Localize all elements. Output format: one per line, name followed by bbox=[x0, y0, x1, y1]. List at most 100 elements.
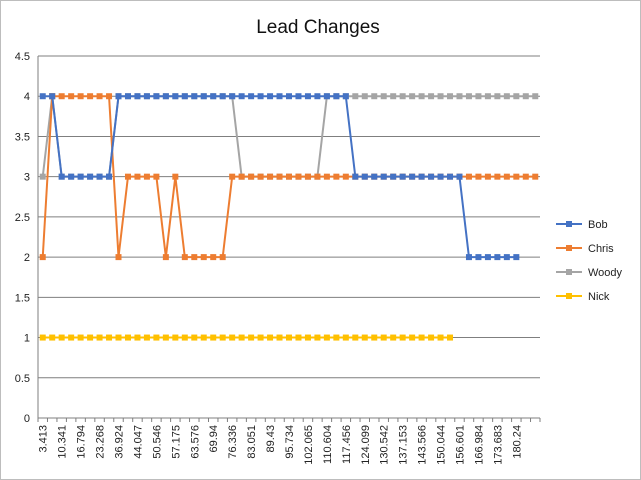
data-point bbox=[210, 93, 217, 100]
data-point bbox=[494, 173, 501, 180]
data-point bbox=[87, 334, 94, 341]
y-tick-label: 0.5 bbox=[15, 373, 30, 385]
data-point bbox=[39, 173, 46, 180]
x-tick-label: 63.576 bbox=[189, 425, 201, 459]
y-tick-label: 2.5 bbox=[15, 212, 30, 224]
data-point bbox=[124, 93, 131, 100]
data-point bbox=[276, 93, 283, 100]
data-point bbox=[191, 93, 198, 100]
chart-title: Lead Changes bbox=[256, 17, 380, 38]
legend-item-bob: Bob bbox=[556, 219, 608, 231]
data-point bbox=[323, 173, 330, 180]
data-point bbox=[248, 334, 255, 341]
data-point bbox=[371, 334, 378, 341]
data-point bbox=[153, 93, 160, 100]
data-point bbox=[49, 93, 56, 100]
y-tick-label: 3.5 bbox=[15, 131, 30, 143]
data-point bbox=[153, 173, 160, 180]
data-point bbox=[352, 173, 359, 180]
data-point bbox=[219, 254, 226, 261]
data-point bbox=[68, 334, 75, 341]
y-axis-ticks: 0 0.5 1 1.5 2 2.5 3 3.5 4 4.5 bbox=[15, 51, 30, 425]
data-point bbox=[248, 93, 255, 100]
data-point bbox=[229, 173, 236, 180]
data-point bbox=[314, 334, 321, 341]
legend-swatch-marker bbox=[566, 245, 572, 251]
data-point bbox=[115, 254, 122, 261]
data-point bbox=[390, 93, 397, 100]
data-point bbox=[447, 93, 454, 100]
y-tick-label: 1 bbox=[24, 333, 30, 345]
x-tick-label: 156.601 bbox=[454, 425, 466, 465]
data-point bbox=[200, 334, 207, 341]
data-point bbox=[181, 93, 188, 100]
legend-label: Nick bbox=[588, 291, 610, 303]
legend-label: Chris bbox=[588, 243, 614, 255]
data-point bbox=[503, 254, 510, 261]
data-point bbox=[437, 93, 444, 100]
y-tick-label: 1.5 bbox=[15, 292, 30, 304]
data-point bbox=[219, 93, 226, 100]
data-point bbox=[68, 173, 75, 180]
data-point bbox=[361, 93, 368, 100]
data-point bbox=[162, 254, 169, 261]
data-point bbox=[503, 173, 510, 180]
data-point bbox=[465, 254, 472, 261]
data-point bbox=[494, 93, 501, 100]
data-point bbox=[484, 93, 491, 100]
data-point bbox=[361, 173, 368, 180]
data-point bbox=[314, 93, 321, 100]
legend-item-woody: Woody bbox=[556, 267, 623, 279]
x-tick-label: 10.341 bbox=[57, 425, 69, 459]
data-point bbox=[371, 93, 378, 100]
x-tick-label: 83.051 bbox=[246, 425, 258, 459]
x-tick-label: 117.456 bbox=[341, 425, 353, 464]
data-point bbox=[106, 334, 113, 341]
x-tick-label: 166.984 bbox=[473, 425, 485, 465]
data-point bbox=[143, 334, 150, 341]
data-point bbox=[475, 173, 482, 180]
data-point bbox=[323, 334, 330, 341]
data-point bbox=[115, 93, 122, 100]
data-point bbox=[399, 173, 406, 180]
series-group bbox=[39, 93, 539, 341]
data-point bbox=[380, 93, 387, 100]
data-point bbox=[58, 173, 65, 180]
data-point bbox=[409, 93, 416, 100]
data-point bbox=[342, 173, 349, 180]
data-point bbox=[210, 254, 217, 261]
data-point bbox=[172, 173, 179, 180]
data-point bbox=[39, 254, 46, 261]
legend-label: Bob bbox=[588, 219, 608, 231]
data-point bbox=[513, 93, 520, 100]
y-tick-label: 0 bbox=[24, 413, 30, 425]
data-point bbox=[134, 173, 141, 180]
data-point bbox=[494, 254, 501, 261]
x-tick-label: 150.044 bbox=[436, 425, 448, 465]
data-point bbox=[77, 93, 84, 100]
data-point bbox=[124, 173, 131, 180]
data-point bbox=[77, 334, 84, 341]
data-point bbox=[276, 334, 283, 341]
data-point bbox=[304, 334, 311, 341]
data-point bbox=[87, 173, 94, 180]
legend-swatch-marker bbox=[566, 293, 572, 299]
data-point bbox=[342, 93, 349, 100]
data-point bbox=[267, 93, 274, 100]
data-point bbox=[465, 93, 472, 100]
x-tick-label: 57.175 bbox=[170, 425, 182, 459]
data-point bbox=[162, 334, 169, 341]
x-tick-label: 36.924 bbox=[114, 425, 126, 459]
legend-item-nick: Nick bbox=[556, 291, 610, 303]
data-point bbox=[456, 93, 463, 100]
data-point bbox=[257, 93, 264, 100]
x-tick-label: 69.94 bbox=[208, 425, 220, 453]
x-tick-label: 95.734 bbox=[284, 425, 296, 459]
x-tick-label: 89.43 bbox=[265, 425, 277, 453]
legend-label: Woody bbox=[588, 267, 623, 279]
data-point bbox=[286, 93, 292, 100]
gridlines bbox=[37, 55, 540, 419]
data-point bbox=[418, 173, 425, 180]
series-nick bbox=[39, 334, 454, 341]
data-point bbox=[134, 93, 141, 100]
